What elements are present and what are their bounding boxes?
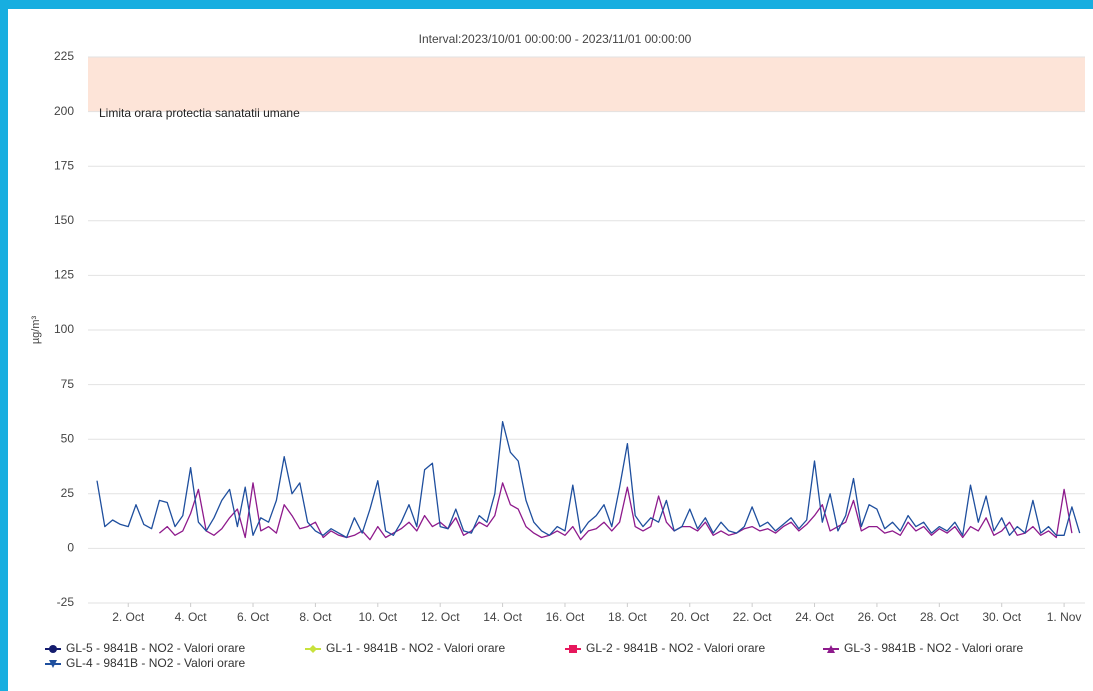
legend-marker xyxy=(49,645,57,653)
legend-label: GL-4 - 9841B - NO2 - Valori orare xyxy=(66,656,246,670)
y-tick-label: 175 xyxy=(54,158,74,172)
series-line xyxy=(158,482,1073,541)
y-tick-label: 225 xyxy=(54,49,74,63)
top-border xyxy=(0,0,1093,9)
x-tick-label: 24. Oct xyxy=(795,610,834,624)
x-tick-label: 22. Oct xyxy=(733,610,772,624)
legend-marker xyxy=(827,645,835,653)
y-tick-label: 200 xyxy=(54,104,74,118)
x-tick-label: 2. Oct xyxy=(112,610,145,624)
x-tick-label: 4. Oct xyxy=(175,610,208,624)
y-tick-label: 75 xyxy=(61,377,75,391)
plot-band xyxy=(88,57,1085,112)
legend-label: GL-2 - 9841B - NO2 - Valori orare xyxy=(586,641,766,655)
x-tick-label: 12. Oct xyxy=(421,610,460,624)
x-tick-label: 8. Oct xyxy=(299,610,332,624)
x-tick-label: 28. Oct xyxy=(920,610,959,624)
legend-label: GL-5 - 9841B - NO2 - Valori orare xyxy=(66,641,246,655)
x-tick-label: 16. Oct xyxy=(546,610,585,624)
legend-label: GL-3 - 9841B - NO2 - Valori orare xyxy=(844,641,1024,655)
left-border xyxy=(0,0,8,691)
y-tick-label: 150 xyxy=(54,213,74,227)
legend-marker xyxy=(309,645,317,653)
y-tick-label: 125 xyxy=(54,268,74,282)
plot-band-label: Limita orara protectia sanatatii umane xyxy=(99,106,300,120)
y-tick-label: 0 xyxy=(67,541,74,555)
x-tick-label: 10. Oct xyxy=(358,610,397,624)
x-tick-label: 26. Oct xyxy=(858,610,897,624)
y-tick-label: 100 xyxy=(54,322,74,336)
legend-label: GL-1 - 9841B - NO2 - Valori orare xyxy=(326,641,506,655)
y-tick-label: -25 xyxy=(57,595,75,609)
series-line xyxy=(96,421,1081,539)
x-tick-label: 18. Oct xyxy=(608,610,647,624)
y-tick-label: 50 xyxy=(61,431,75,445)
x-tick-label: 30. Oct xyxy=(982,610,1021,624)
legend-marker xyxy=(49,660,57,668)
x-tick-label: 20. Oct xyxy=(670,610,709,624)
legend-marker xyxy=(569,645,577,653)
chart-title: Interval:2023/10/01 00:00:00 - 2023/11/0… xyxy=(419,32,692,46)
x-tick-label: 14. Oct xyxy=(483,610,522,624)
x-tick-label: 6. Oct xyxy=(237,610,270,624)
y-tick-label: 25 xyxy=(61,486,75,500)
y-axis-label: µg/m³ xyxy=(30,315,42,344)
x-tick-label: 1. Nov xyxy=(1047,610,1082,624)
